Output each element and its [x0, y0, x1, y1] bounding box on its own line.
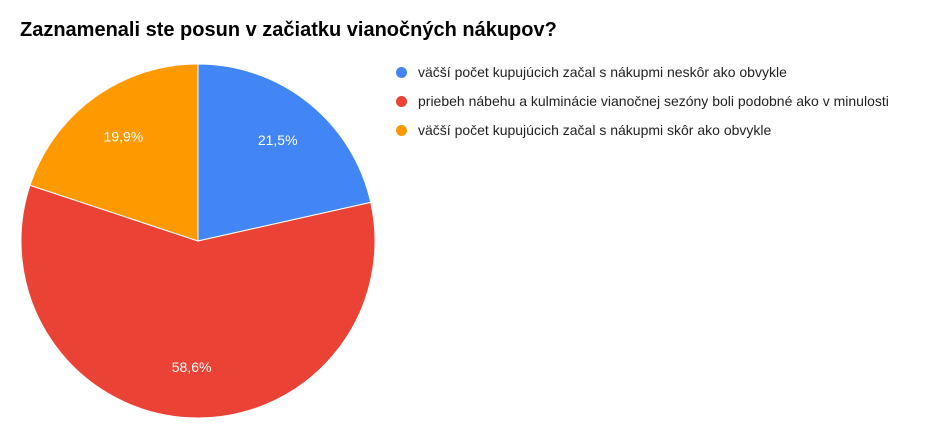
slice-label: 21,5% [258, 132, 298, 148]
legend-marker [396, 67, 407, 78]
legend-item: priebeh nábehu a kulminácie vianočnej se… [396, 93, 896, 110]
legend-item: väčší počet kupujúcich začal s nákupmi n… [396, 64, 896, 81]
chart-title: Zaznamenali ste posun v začiatku vianočn… [20, 19, 557, 41]
pie-slice [20, 184, 376, 419]
pie-slice [197, 63, 372, 242]
slice-label: 19,9% [104, 128, 144, 144]
legend-label: väčší počet kupujúcich začal s nákupmi n… [418, 64, 787, 80]
legend-label: väčší počet kupujúcich začal s nákupmi s… [418, 122, 772, 138]
legend-label: priebeh nábehu a kulminácie vianočnej se… [418, 93, 889, 109]
pie-slice [29, 63, 199, 242]
legend-marker [396, 96, 407, 107]
legend-marker [396, 125, 407, 136]
legend: väčší počet kupujúcich začal s nákupmi n… [396, 64, 896, 151]
legend-item: väčší počet kupujúcich začal s nákupmi s… [396, 122, 896, 139]
slice-label: 58,6% [172, 359, 212, 375]
